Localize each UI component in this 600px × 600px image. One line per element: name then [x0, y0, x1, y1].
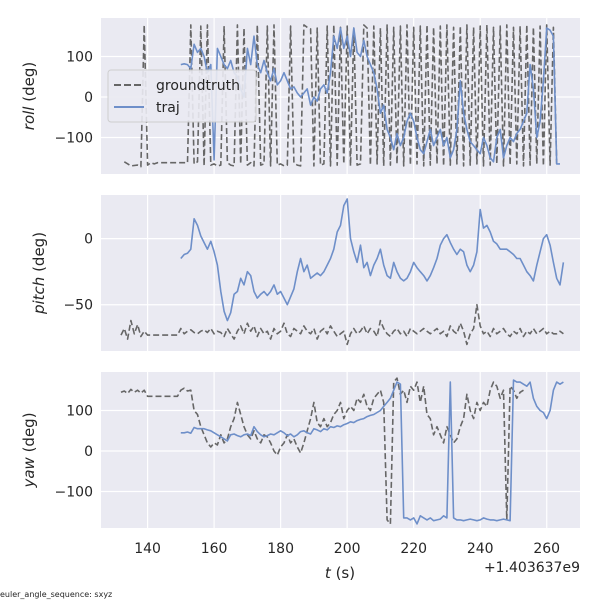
legend-groundtruth-label: groundtruth	[156, 78, 240, 94]
yaw-traj-line	[180, 379, 564, 525]
legend: groundtruth traj	[107, 69, 257, 123]
roll-panel: 100 0 −100 roll (deg) groundtruth traj	[20, 18, 580, 174]
pitch-grid	[101, 195, 580, 351]
pitch-plot-area	[101, 195, 580, 351]
roll-y-tick-label: 0	[84, 90, 93, 106]
yaw-grid	[101, 372, 580, 528]
pitch-y-tick-label: −50	[63, 298, 93, 314]
roll-y-tick-label: 100	[66, 49, 93, 65]
pitch-groundtruth-line	[120, 303, 564, 346]
legend-box	[107, 69, 257, 123]
x-tick-label: 180	[267, 541, 294, 557]
yaw-y-axis-label: yaw (deg)	[20, 412, 38, 488]
footnote: euler_angle_sequence: sxyz	[0, 590, 112, 599]
pitch-y-tick-label: 0	[84, 232, 93, 248]
x-tick-label: 160	[201, 541, 228, 557]
yaw-y-tick-label: 100	[66, 403, 93, 419]
x-tick-label: 200	[334, 541, 361, 557]
roll-groundtruth-line	[123, 24, 558, 168]
x-tick-label: 140	[134, 541, 161, 557]
roll-y-axis-label: roll (deg)	[20, 62, 38, 130]
x-axis-ticks: 140 160 180 200 220 240 260	[134, 541, 560, 557]
roll-y-ticks: 100 0 −100	[55, 49, 93, 146]
roll-y-tick-label: −100	[55, 131, 93, 147]
yaw-series	[120, 377, 564, 525]
yaw-panel: 100 0 −100 yaw (deg)	[20, 372, 580, 528]
pitch-y-axis-label: pitch (deg)	[30, 232, 48, 315]
pitch-traj-line	[180, 198, 565, 322]
legend-traj-label: traj	[156, 100, 180, 116]
x-axis-offset: +1.403637e9	[484, 560, 580, 576]
yaw-plot-area	[101, 372, 580, 528]
yaw-y-tick-label: −100	[55, 485, 93, 501]
x-axis-label: t (s)	[325, 564, 355, 582]
yaw-y-tick-label: 0	[84, 444, 93, 460]
pitch-y-ticks: 0 −50	[63, 232, 93, 314]
x-tick-label: 220	[400, 541, 427, 557]
x-tick-label: 260	[533, 541, 560, 557]
yaw-y-ticks: 100 0 −100	[55, 403, 93, 500]
pitch-panel: 0 −50 pitch (deg)	[30, 195, 580, 351]
pitch-series	[120, 198, 565, 346]
x-tick-label: 240	[467, 541, 494, 557]
yaw-groundtruth-line	[120, 377, 524, 525]
